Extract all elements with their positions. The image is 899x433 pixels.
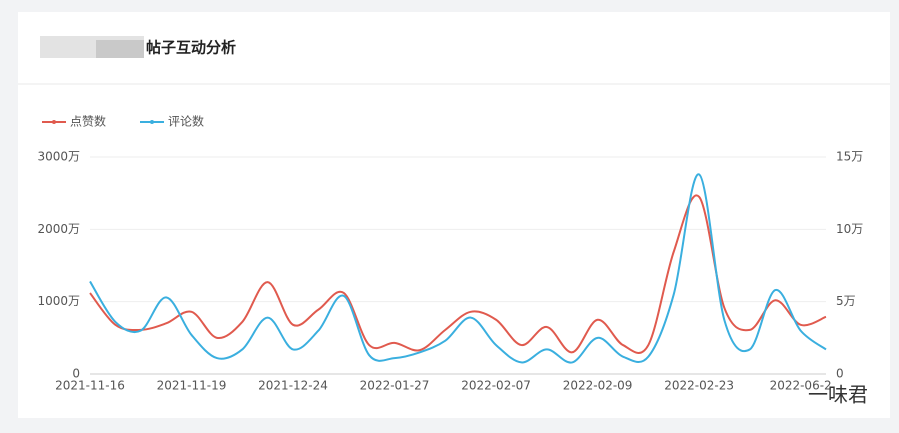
series-line	[89, 194, 827, 354]
y2-tick-label: 10万	[836, 222, 863, 236]
y-tick-label: 3000万	[37, 150, 80, 164]
x-tick-label: 2022-02-07	[461, 379, 531, 393]
y-tick-label: 0	[72, 367, 80, 381]
x-tick-label: 2022-02-09	[563, 379, 633, 393]
x-tick-label: 2021-12-24	[258, 379, 328, 393]
x-tick-label: 2022-06-2	[770, 379, 832, 393]
x-tick-label: 2021-11-16	[55, 379, 125, 393]
series-line	[89, 173, 827, 364]
legend-label: 评论数	[168, 114, 204, 129]
x-tick-label: 2022-02-23	[664, 379, 734, 393]
y2-tick-label: 0	[836, 367, 844, 381]
card	[18, 12, 890, 418]
legend-swatch-dot	[150, 120, 154, 124]
y2-tick-label: 15万	[836, 150, 863, 164]
legend-label: 点赞数	[70, 114, 106, 129]
blurred-label	[96, 40, 144, 58]
x-tick-label: 2022-01-27	[360, 379, 430, 393]
y2-tick-label: 5万	[836, 294, 856, 308]
watermark: 一味君	[808, 383, 868, 407]
y-tick-label: 2000万	[37, 222, 80, 236]
legend-swatch-dot	[52, 120, 56, 124]
card-title: 帖子互动分析	[146, 39, 236, 57]
x-tick-label: 2021-11-19	[157, 379, 227, 393]
y-tick-label: 1000万	[37, 294, 80, 308]
